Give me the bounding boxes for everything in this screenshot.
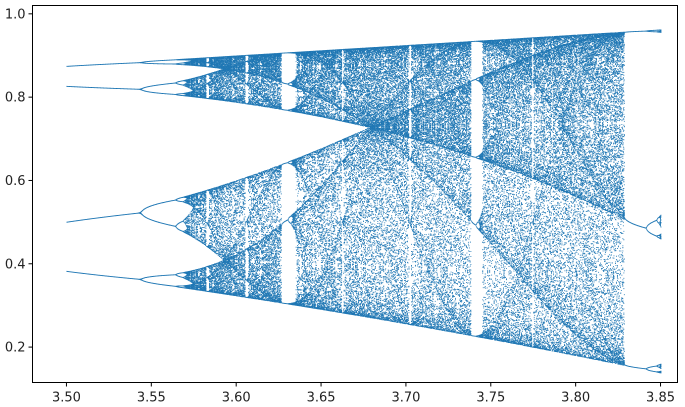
x-tick-label: 3.70 [391, 391, 420, 406]
plot-area [32, 5, 678, 383]
x-tick-label: 3.85 [646, 391, 675, 406]
x-axis-ticks: 3.50 3.55 3.60 3.65 3.70 3.75 3.80 3.85 [52, 382, 675, 406]
x-tick: 3.75 [476, 382, 505, 406]
y-tick-label: 1.0 [5, 7, 26, 22]
y-tick: 0.8 [5, 91, 33, 106]
y-axis-ticks: 0.2 0.4 0.6 0.8 1.0 [5, 7, 33, 356]
y-tick-label: 0.2 [5, 341, 26, 356]
x-tick: 3.60 [222, 382, 251, 406]
y-tick-label: 0.6 [5, 174, 26, 189]
data-points [66, 29, 662, 374]
x-tick-label: 3.50 [52, 391, 81, 406]
x-tick: 3.50 [52, 382, 81, 406]
x-tick: 3.70 [391, 382, 420, 406]
plot-frame [32, 5, 678, 383]
x-tick: 3.85 [646, 382, 675, 406]
y-tick-label: 0.8 [5, 91, 26, 106]
x-tick: 3.65 [307, 382, 336, 406]
x-tick-label: 3.65 [307, 391, 336, 406]
x-tick-label: 3.75 [476, 391, 505, 406]
x-tick-label: 3.60 [222, 391, 251, 406]
y-tick: 0.4 [5, 257, 33, 272]
x-tick-label: 3.80 [561, 391, 590, 406]
y-tick: 0.2 [5, 341, 33, 356]
x-tick: 3.55 [137, 382, 166, 406]
bifurcation-points [66, 29, 662, 374]
y-tick-label: 0.4 [5, 257, 26, 272]
x-tick: 3.80 [561, 382, 590, 406]
y-tick: 0.6 [5, 174, 33, 189]
y-tick: 1.0 [5, 7, 33, 22]
axes [32, 5, 678, 383]
x-tick-label: 3.55 [137, 391, 166, 406]
